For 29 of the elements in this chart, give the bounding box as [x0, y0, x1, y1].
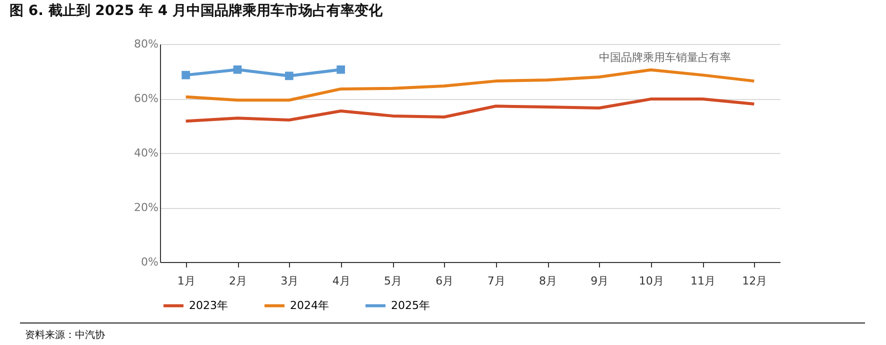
point [233, 65, 242, 74]
x-tick-label: 3月 [280, 274, 299, 288]
x-tick-label: 10月 [638, 274, 664, 288]
chart-title: 图 6. 截止到 2025 年 4 月中国品牌乘用车市场占有率变化 [10, 2, 384, 19]
line-series [184, 98, 756, 123]
text: 资料来源：中汽协 [25, 329, 105, 341]
legend-label: 2025年 [391, 298, 430, 312]
x-tick-label: 1月 [177, 274, 196, 288]
y-tick-label: 20% [134, 201, 158, 214]
y-tick-label: 60% [134, 92, 158, 105]
x-tick-label: 11月 [690, 274, 716, 288]
line-series [184, 68, 756, 102]
y-tick-label: 80% [134, 38, 158, 50]
point [182, 70, 190, 80]
x-tick-label: 7月 [487, 274, 506, 288]
annotation: 中国品牌乘用车销量占有率 [599, 51, 731, 64]
x-tick-label: 2月 [229, 274, 247, 288]
x-tick-label: 4月 [332, 274, 350, 288]
y-tick-label: 40% [134, 146, 158, 160]
x-tick-label: 6月 [436, 274, 454, 288]
y-tick-label: 0% [141, 256, 158, 268]
x-tick-label: 8月 [539, 274, 557, 288]
legend-label: 2024年 [290, 298, 329, 312]
x-tick-label: 12月 [742, 274, 768, 288]
x-tick-label: 9月 [590, 274, 609, 288]
x-tick-label: 5月 [384, 274, 402, 288]
point [336, 65, 346, 74]
point [284, 72, 294, 80]
legend-label: 2023年 [189, 298, 228, 312]
